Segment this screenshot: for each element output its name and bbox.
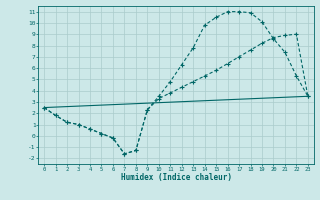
X-axis label: Humidex (Indice chaleur): Humidex (Indice chaleur) [121,173,231,182]
